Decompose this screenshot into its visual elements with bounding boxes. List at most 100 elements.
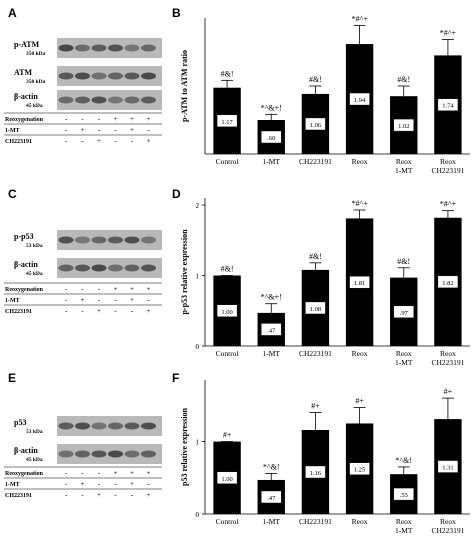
condition-value: - — [131, 307, 134, 315]
significance-label: *^&+! — [261, 103, 282, 112]
blot-band — [124, 450, 140, 458]
condition-value: - — [114, 137, 117, 145]
value-box — [216, 304, 238, 317]
condition-value: - — [65, 285, 68, 293]
condition-value: - — [65, 115, 68, 123]
data-label: .55 — [400, 492, 408, 499]
significance-label: *#^+ — [440, 200, 457, 209]
condition-value: + — [114, 469, 118, 477]
value-box — [393, 305, 414, 319]
band-kda: 45 kDa — [26, 103, 43, 109]
x-tick-label: Reox — [440, 349, 456, 358]
blot-band — [91, 264, 107, 272]
value-box — [305, 465, 326, 479]
blot-band — [141, 450, 156, 458]
condition-label: Reoxygenation — [5, 117, 44, 123]
significance-label: #&! — [221, 69, 234, 78]
value-box — [216, 471, 238, 484]
condition-label: CH223191 — [5, 139, 32, 145]
significance-label: #&! — [309, 252, 322, 261]
condition-value: + — [81, 126, 85, 134]
condition-value: - — [114, 126, 117, 134]
blot-band — [141, 264, 156, 272]
significance-label: #+ — [355, 397, 364, 406]
x-tick-label: CH223191 — [431, 166, 464, 175]
x-tick-label: CH223191 — [299, 157, 332, 166]
significance-label: *^&! — [263, 462, 280, 471]
y-tick-label: 1 — [196, 439, 200, 447]
y-tick-label: 0 — [196, 343, 200, 351]
blot-band — [91, 96, 107, 104]
blot-band — [124, 422, 140, 430]
condition-label: CH223191 — [5, 309, 32, 315]
blot-band — [108, 264, 123, 272]
condition-label: CH223191 — [5, 493, 32, 499]
x-tick-label: Reox — [440, 517, 456, 526]
condition-value: - — [131, 137, 134, 145]
x-tick-label: CH223191 — [431, 526, 464, 535]
condition-value: + — [130, 296, 134, 304]
condition-value: + — [130, 480, 134, 488]
significance-label: #+ — [223, 431, 232, 440]
y-tick-label: 1 — [196, 273, 200, 281]
data-label: .47 — [267, 327, 276, 334]
significance-label: #&! — [221, 265, 234, 274]
condition-value: - — [147, 126, 150, 134]
data-label: 1.94 — [354, 97, 366, 104]
blot-band — [75, 236, 90, 244]
condition-value: - — [65, 480, 68, 488]
blot-band — [91, 44, 107, 52]
value-box — [305, 301, 326, 315]
condition-value: + — [130, 126, 134, 134]
condition-value: - — [131, 491, 134, 499]
value-box — [393, 118, 414, 132]
significance-label: *#^+ — [351, 14, 368, 23]
band-label: p-p53 — [14, 232, 34, 241]
blot-band — [141, 72, 156, 80]
blot-a: p-ATM 350 kDa ATM 350 kDa β-actin 45 kDa Reoxy… — [4, 38, 162, 145]
data-label: 1.74 — [442, 103, 454, 110]
data-label: .97 — [400, 310, 409, 317]
condition-value: + — [130, 469, 134, 477]
blot-band — [108, 44, 123, 52]
panel-letter-e: E — [8, 371, 17, 385]
value-box — [216, 114, 238, 128]
condition-value: - — [114, 480, 117, 488]
band-label: ATM — [14, 68, 33, 77]
condition-value: + — [97, 137, 101, 145]
condition-value: + — [147, 469, 151, 477]
band-kda: 53 kDa — [26, 243, 43, 249]
condition-value: + — [147, 307, 151, 315]
condition-value: + — [81, 296, 85, 304]
x-tick-label: 1-MT — [395, 166, 413, 175]
blot-band — [58, 44, 74, 52]
blot-band — [124, 236, 140, 244]
condition-value: + — [97, 491, 101, 499]
data-label: .47 — [267, 495, 276, 502]
condition-value: - — [81, 285, 84, 293]
chart-f: 0 1 p53 relative expression #+ 1.00 Control *^… — [180, 380, 470, 535]
x-tick-label: Control — [216, 349, 239, 358]
band-kda: 45 kDa — [26, 457, 43, 463]
value-box — [305, 117, 326, 131]
chart-d: 0 1 2 p-p53 relative expression #&! 1.00 Contr… — [180, 198, 470, 367]
blot-band — [75, 96, 90, 104]
data-label: 1.16 — [310, 470, 322, 477]
blot-band — [108, 450, 123, 458]
condition-value: - — [98, 126, 101, 134]
condition-value: - — [147, 480, 150, 488]
value-box — [349, 462, 370, 475]
x-tick-label: Reox — [352, 157, 368, 166]
blot-band — [108, 72, 123, 80]
condition-label: 1-MT — [5, 298, 20, 304]
band-label: β-actin — [14, 260, 38, 269]
blot-band — [108, 96, 123, 104]
condition-value: + — [97, 307, 101, 315]
x-tick-label: 1-MT — [395, 358, 413, 367]
data-label: 1.25 — [354, 467, 365, 474]
blot-band — [91, 72, 107, 80]
panel-letter-c: C — [8, 187, 17, 201]
significance-label: *#^+ — [440, 29, 457, 38]
blot-c: p-p53 53 kDa β-actin 45 kDa Reoxygenation - - -… — [4, 230, 162, 315]
